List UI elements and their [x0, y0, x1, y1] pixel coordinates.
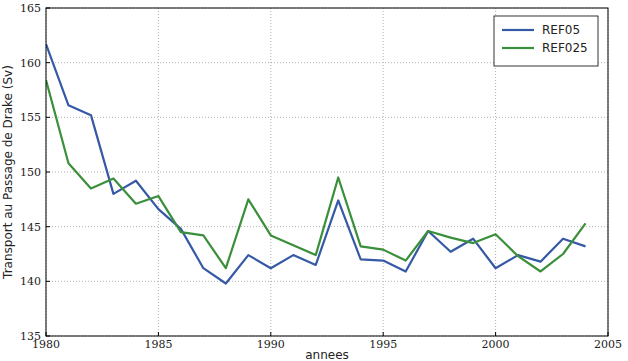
legend-swatch: [502, 47, 534, 49]
tick-mark: [46, 117, 50, 118]
y-tick-label: 155: [20, 111, 41, 124]
chart: 1980198519901995200020051351401451501551…: [0, 0, 628, 361]
tick-mark: [383, 332, 384, 336]
grid-line: [158, 8, 159, 336]
y-tick-label: 165: [20, 2, 41, 15]
y-tick-label: 150: [20, 166, 41, 179]
plot-lines: [46, 44, 586, 283]
grid-line: [46, 281, 608, 282]
y-tick-label: 135: [20, 330, 41, 343]
x-tick-label: 2000: [482, 338, 510, 351]
tick-mark: [495, 332, 496, 336]
grid-line: [46, 117, 608, 118]
tick-mark: [46, 281, 50, 282]
x-tick-label: 2005: [594, 338, 622, 351]
tick-mark: [270, 332, 271, 336]
y-tick-label: 140: [20, 275, 41, 288]
grid-line: [46, 226, 608, 227]
legend-box: [494, 16, 598, 66]
y-axis-label: Transport au Passage de Drake (Sv): [1, 65, 15, 280]
legend: REF05 REF025: [494, 16, 598, 66]
legend-swatch: [502, 29, 534, 31]
x-tick-label: 1995: [369, 338, 397, 351]
x-tick-label: 1990: [257, 338, 285, 351]
tick-mark: [158, 332, 159, 336]
tick-mark: [46, 226, 50, 227]
y-tick-label: 145: [20, 221, 41, 234]
tick-mark: [46, 172, 50, 173]
x-axis-label: annees: [305, 348, 349, 361]
y-tick-label: 160: [20, 57, 41, 70]
plot-frame: [46, 8, 608, 336]
legend-label: REF025: [542, 41, 588, 55]
series-line: [46, 80, 586, 271]
x-tick-label: 1985: [144, 338, 172, 351]
legend-label: REF05: [542, 23, 580, 37]
tick-mark: [46, 62, 50, 63]
series-line: [46, 44, 586, 283]
grid-line: [46, 172, 608, 173]
